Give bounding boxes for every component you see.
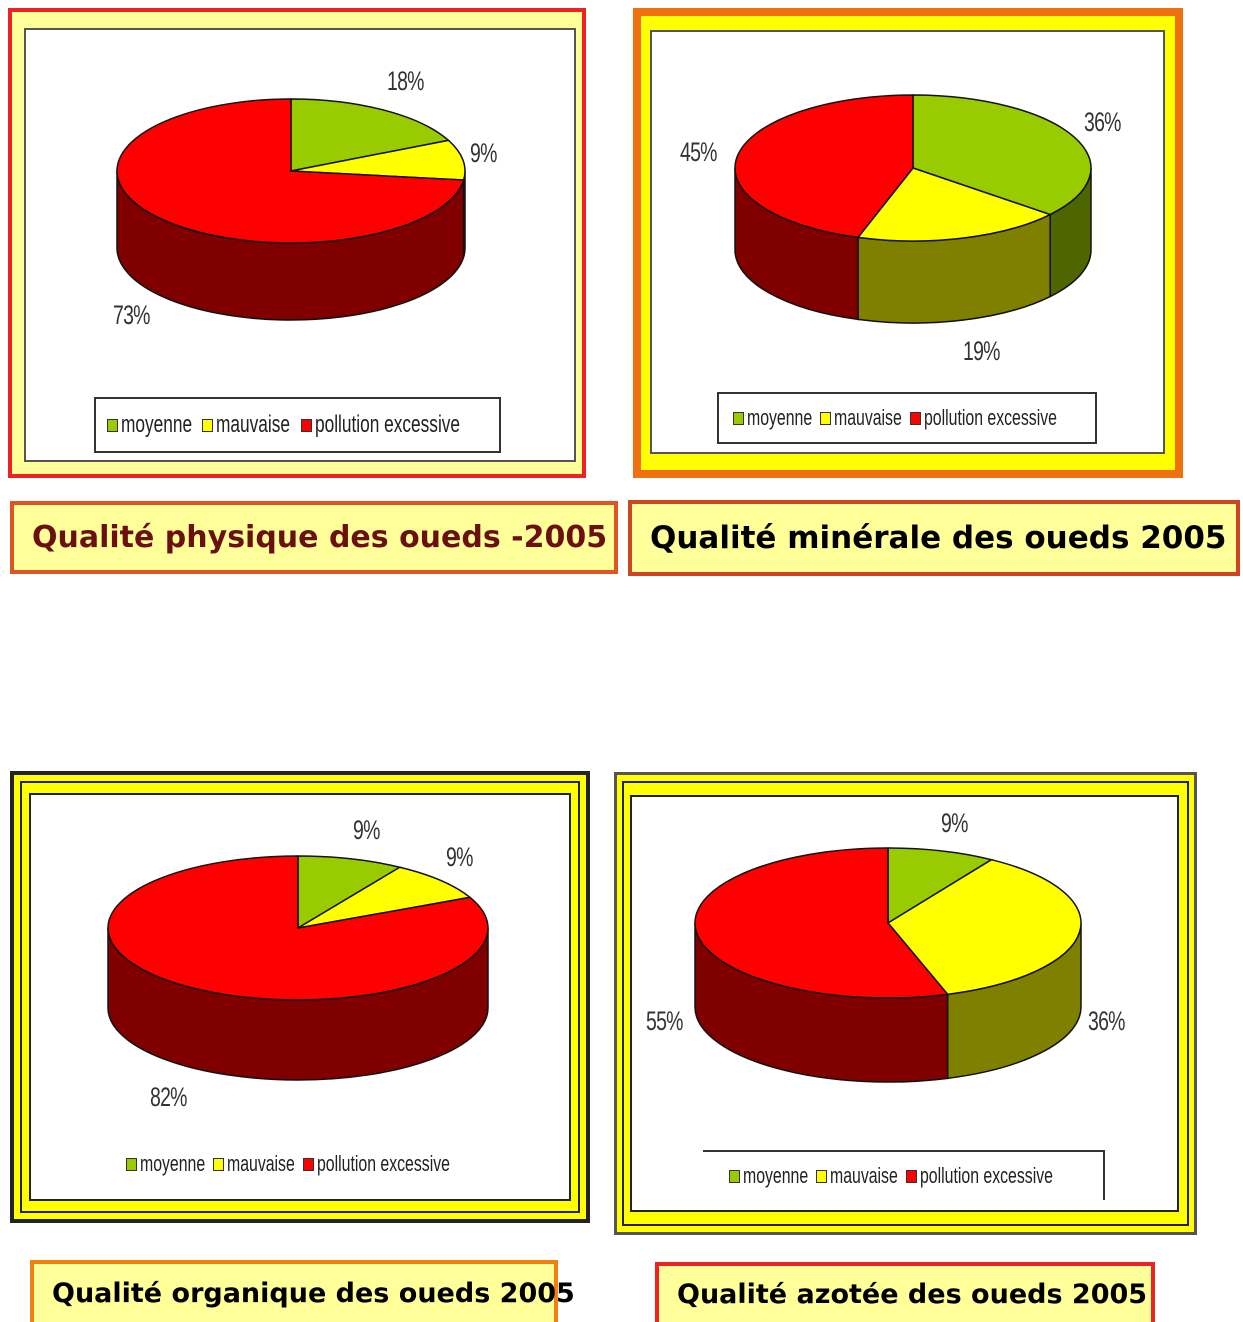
legend-text: pollution excessive xyxy=(314,411,460,438)
chart-2-legend-moyenne: moyenne xyxy=(733,405,813,431)
legend-text: pollution excessive xyxy=(924,405,1057,430)
chart-3-title: Qualité organique des oueds 2005 xyxy=(30,1260,575,1322)
chart-2-legend-pollution: pollution excessive xyxy=(910,405,1081,431)
pie-slice-pollution xyxy=(116,98,465,244)
chart-4-legend-moyenne: moyenne xyxy=(729,1163,809,1189)
chart-3-legend-moyenne: moyenne xyxy=(126,1151,206,1177)
pie-slice-pollution xyxy=(734,94,914,239)
legend-text: moyenne xyxy=(747,405,813,430)
chart-4-legend-mauvaise: mauvaise xyxy=(815,1163,898,1189)
chart-3-label-moyenne: 9% xyxy=(353,815,380,845)
chart-2-legend: moyenne mauvaise pollution excessive xyxy=(717,392,1097,444)
chart-4-title: Qualité azotée des oueds 2005 xyxy=(655,1262,1155,1322)
legend-text: moyenne xyxy=(140,1151,206,1176)
legend-text: mauvaise xyxy=(833,405,902,430)
pie-slice-moyenne xyxy=(297,855,402,930)
pie-slice-mauvaise xyxy=(290,139,466,181)
legend-swatch xyxy=(126,1157,138,1171)
chart-4-legend-pollution: pollution excessive xyxy=(906,1163,1077,1189)
legend-swatch xyxy=(300,418,312,432)
legend-text: mauvaise xyxy=(215,411,290,438)
chart-1-legend: moyenne mauvaise pollution excessive xyxy=(94,397,501,453)
legend-swatch xyxy=(910,411,921,425)
chart-1-legend-moyenne: moyenne xyxy=(107,411,192,439)
chart-1-label-pollution: 73% xyxy=(113,300,150,330)
legend-swatch xyxy=(107,418,119,432)
chart-1-legend-pollution: pollution excessive xyxy=(300,411,488,439)
chart-2-legend-mauvaise: mauvaise xyxy=(819,405,902,431)
legend-text: mauvaise xyxy=(226,1151,295,1176)
chart-2-label-moyenne: 36% xyxy=(1084,107,1121,137)
legend-swatch xyxy=(303,1157,314,1171)
chart-4-label-moyenne: 9% xyxy=(941,808,968,838)
legend-swatch xyxy=(729,1169,741,1183)
chart-3-label-mauvaise: 9% xyxy=(446,842,473,872)
chart-2-title: Qualité minérale des oueds 2005 xyxy=(628,500,1240,576)
legend-text: pollution excessive xyxy=(317,1151,450,1176)
pie-slice-moyenne xyxy=(887,847,994,925)
legend-swatch xyxy=(906,1169,917,1183)
chart-4-label-mauvaise: 36% xyxy=(1088,1006,1125,1036)
chart-3-legend-pollution: pollution excessive xyxy=(303,1151,474,1177)
legend-swatch xyxy=(819,411,831,425)
pie-slice-pollution xyxy=(694,847,950,999)
legend-swatch xyxy=(815,1169,827,1183)
chart-1-label-moyenne: 18% xyxy=(387,66,424,96)
legend-swatch xyxy=(733,411,745,425)
chart-2-label-pollution: 45% xyxy=(680,137,717,167)
chart-4-label-pollution: 55% xyxy=(646,1006,683,1036)
chart-3-legend: moyenne mauvaise pollution excessive xyxy=(100,1146,500,1182)
chart-3-frame-inner-line xyxy=(20,781,580,1213)
chart-3-label-pollution: 82% xyxy=(150,1082,187,1112)
chart-2-label-mauvaise: 19% xyxy=(963,336,1000,366)
pie-slice-mauvaise xyxy=(886,858,1082,996)
pie-slice-mauvaise xyxy=(297,866,472,929)
legend-text: mauvaise xyxy=(829,1163,898,1188)
chart-1-label-mauvaise: 9% xyxy=(470,138,497,168)
chart-4-frame-inner-line xyxy=(622,781,1189,1226)
chart-1-title: Qualité physique des oueds -2005 xyxy=(10,501,618,574)
legend-swatch xyxy=(201,418,213,432)
pie-slice-pollution xyxy=(107,855,489,1001)
pie-slice-moyenne xyxy=(290,98,451,172)
chart-1-legend-mauvaise: mauvaise xyxy=(201,411,291,439)
legend-text: pollution excessive xyxy=(920,1163,1053,1188)
legend-text: moyenne xyxy=(121,411,193,438)
chart-3-legend-mauvaise: mauvaise xyxy=(212,1151,295,1177)
legend-text: moyenne xyxy=(743,1163,809,1188)
chart-4-legend: moyenne mauvaise pollution excessive xyxy=(703,1150,1105,1200)
legend-swatch xyxy=(212,1157,224,1171)
pie-slice-moyenne xyxy=(912,94,1092,216)
pie-slice-mauvaise xyxy=(856,167,1053,242)
